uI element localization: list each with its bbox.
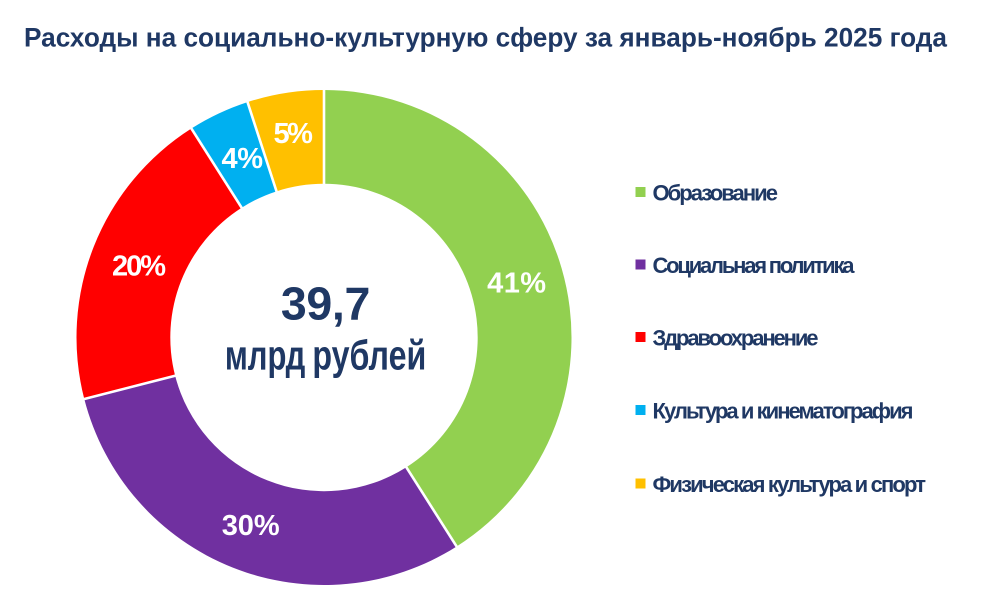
svg-text:5%: 5% [273,118,313,150]
svg-text:4%: 4% [222,143,264,175]
svg-text:млрд: млрд [225,332,305,378]
svg-text:рублей: рублей [312,331,426,378]
svg-text:Социальная политика: Социальная политика [653,253,856,278]
svg-text:Расходы на социально-культурну: Расходы на социально-культурную сферу за… [24,23,948,53]
svg-text:30%: 30% [222,510,280,542]
svg-text:39,7: 39,7 [281,277,371,329]
svg-text:Образование: Образование [653,181,779,206]
svg-text:Культура и кинематография: Культура и кинематография [653,399,914,424]
svg-text:Физическая культура и спорт: Физическая культура и спорт [653,472,927,497]
svg-text:20%: 20% [112,250,166,282]
svg-text:41%: 41% [487,268,546,300]
svg-text:Здравоохранение: Здравоохранение [653,326,819,351]
